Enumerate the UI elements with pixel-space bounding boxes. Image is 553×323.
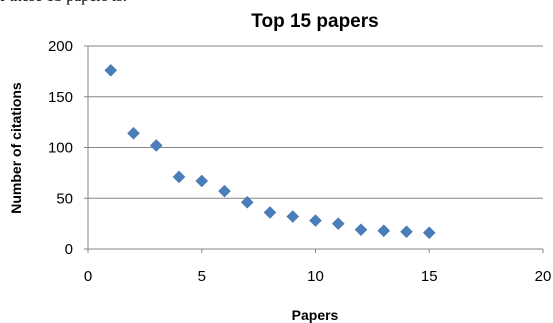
data-points xyxy=(104,64,436,240)
y-gridlines xyxy=(88,45,543,199)
data-point xyxy=(172,170,186,184)
y-tick-label: 150 xyxy=(48,89,73,106)
x-tick-label: 15 xyxy=(421,268,438,285)
y-tick-label: 100 xyxy=(48,140,73,157)
x-tick-label: 0 xyxy=(84,268,92,285)
x-tick-label: 5 xyxy=(198,268,206,285)
y-tick-label: 200 xyxy=(48,38,73,55)
data-point xyxy=(104,64,118,77)
data-point xyxy=(286,210,300,223)
data-point xyxy=(354,223,368,237)
data-point xyxy=(309,214,322,227)
data-point xyxy=(331,217,345,230)
data-point xyxy=(218,184,231,198)
y-tick-label: 50 xyxy=(56,190,73,207)
chart-title: Top 15 papers xyxy=(251,11,378,32)
data-point xyxy=(377,224,391,238)
y-axis-title: Number of citations xyxy=(8,82,24,214)
data-point xyxy=(422,226,436,240)
x-tick-labels: 0 5 10 15 20 xyxy=(84,249,552,285)
data-point xyxy=(240,195,254,209)
data-point xyxy=(400,225,413,239)
y-tick-labels: 0 50 100 150 200 xyxy=(48,38,88,258)
data-point xyxy=(195,174,209,188)
data-point xyxy=(149,139,163,152)
x-tick-label: 10 xyxy=(307,268,324,285)
x-tick-label: 20 xyxy=(535,268,552,285)
page-text-fragment: f these 15 papers is: xyxy=(0,0,553,8)
y-tick-label: 0 xyxy=(65,241,73,258)
data-point xyxy=(263,206,277,219)
data-point xyxy=(127,126,140,140)
x-axis-title: Papers xyxy=(292,307,339,323)
